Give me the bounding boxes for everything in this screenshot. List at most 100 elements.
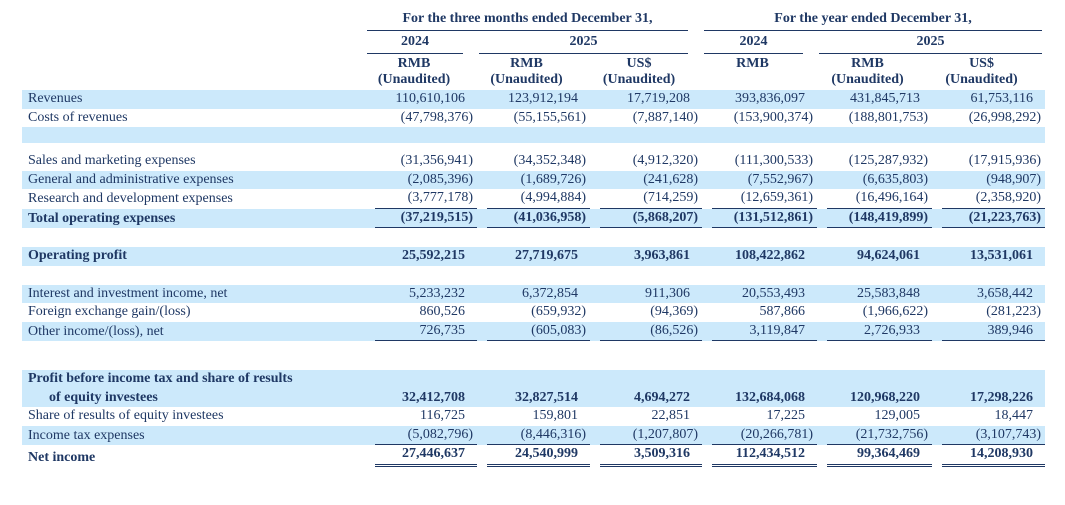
value-cell: 120,968,220 <box>817 389 932 408</box>
cell-value: 393,836,097 <box>735 91 806 106</box>
value-cell: (21,223,763) <box>932 209 1046 228</box>
row-label: Operating profit <box>28 248 127 263</box>
cell-value: 116,725 <box>420 408 465 423</box>
year-header-3mo-2024: 2024 <box>365 31 477 54</box>
cell-value: 20,553,493 <box>742 285 806 301</box>
value-cell: 2,726,933 <box>817 322 933 341</box>
row-label: Costs of revenues <box>28 109 128 125</box>
cell-value: (94,369) <box>650 304 699 319</box>
value-cell: (281,223) <box>932 303 1045 322</box>
row-label: Interest and investment income, net <box>28 285 228 301</box>
cell-value: 6,372,854 <box>522 285 578 301</box>
cell-value: (714,259) <box>600 189 703 209</box>
value-cell: 25,592,215 <box>365 247 477 266</box>
cell-value: (153,900,374) <box>733 109 814 125</box>
value-cell: 132,684,068 <box>702 389 817 408</box>
column-group-title: For the year ended December 31, <box>704 9 1043 31</box>
cell-value: 25,592,215 <box>402 248 465 263</box>
table-row: Net income 27,446,637 24,540,999 3,509,316 1… <box>22 445 1046 468</box>
value-cell: 3,658,442 <box>932 285 1045 304</box>
value-cell: 25,583,848 <box>817 285 932 304</box>
value-cell: 393,836,097 <box>702 90 817 109</box>
unaudited-note: (Unaudited) <box>490 72 563 87</box>
column-group-row: For the three months ended December 31, … <box>22 6 1045 31</box>
row-label: Income tax expenses <box>28 427 145 443</box>
value-cell: (17,915,936) <box>932 152 1045 171</box>
value-cell: (16,496,164) <box>817 189 933 209</box>
cell-value <box>600 370 702 389</box>
cell-value: (17,915,936) <box>968 153 1042 168</box>
cell-value: (31,356,941) <box>400 153 473 168</box>
value-cell: 6,372,854 <box>477 285 590 304</box>
value-cell: 20,553,493 <box>702 285 817 304</box>
cell-value: (948,907) <box>986 171 1042 187</box>
currency-label: US$ <box>969 56 994 71</box>
value-cell: 159,801 <box>477 407 590 426</box>
value-cell: (1,966,622) <box>817 303 932 322</box>
value-cell: 108,422,862 <box>702 247 817 266</box>
cell-value: 112,434,512 <box>712 445 818 467</box>
value-cell: (3,777,178) <box>365 189 477 209</box>
value-cell: 94,624,061 <box>817 247 932 266</box>
spacer-cell <box>22 341 1045 370</box>
year-label: 2025 <box>479 33 689 54</box>
value-cell: (12,659,361) <box>702 189 818 209</box>
value-cell: 17,719,208 <box>590 90 702 109</box>
cell-value: (8,446,316) <box>487 426 590 445</box>
cell-value <box>942 370 1045 389</box>
table-body: Revenues 110,610,106 123,912,194 17,719,208… <box>22 90 1046 468</box>
value-cell: 860,526 <box>365 303 477 322</box>
cell-value: (5,868,207) <box>600 209 703 228</box>
value-cell: (7,552,967) <box>702 171 817 190</box>
cell-value: 431,845,713 <box>850 91 921 106</box>
unaudited-note: (Unaudited) <box>377 72 451 87</box>
cell-value: 27,719,675 <box>515 248 578 263</box>
value-cell: 4,694,272 <box>590 389 702 408</box>
spacer-row <box>22 228 1045 247</box>
value-cell: (2,085,396) <box>365 171 477 190</box>
table-row: Income tax expenses (5,082,796) (8,446,316… <box>22 425 1046 445</box>
cell-value: 24,540,999 <box>487 445 590 467</box>
cell-value: (5,082,796) <box>375 426 477 445</box>
cell-value <box>712 370 817 389</box>
cell-value: (148,419,899) <box>827 209 933 228</box>
currency-header-row: RMB RMB US$ RMB RMB US$ <box>22 54 1045 72</box>
cell-value: 25,583,848 <box>857 285 921 301</box>
value-cell: (26,998,292) <box>932 109 1045 128</box>
cell-value: (12,659,361) <box>712 189 818 209</box>
cell-value: (7,552,967) <box>747 171 814 187</box>
value-cell: 27,719,675 <box>477 247 590 266</box>
label-column-spacer <box>22 31 365 54</box>
value-cell: (3,107,743) <box>932 426 1046 445</box>
cell-value: (21,223,763) <box>942 209 1046 228</box>
table-row: General and administrative expenses (2,08… <box>22 170 1046 190</box>
cell-value: (281,223) <box>986 304 1042 319</box>
cell-value: 18,447 <box>994 408 1034 423</box>
cell-value: (4,994,884) <box>487 189 590 209</box>
cell-value: 2,726,933 <box>827 322 933 341</box>
column-group-full-year: For the year ended December 31, <box>702 6 1045 31</box>
cell-value: 860,526 <box>419 304 466 319</box>
cell-value: 911,306 <box>645 285 691 301</box>
column-group-three-months: For the three months ended December 31, <box>365 6 702 31</box>
value-cell <box>817 370 932 389</box>
value-cell: 112,434,512 <box>702 445 818 468</box>
column-group-title: For the three months ended December 31, <box>367 9 689 31</box>
currency-label: RMB <box>397 56 431 71</box>
spacer-row <box>22 143 1045 152</box>
cell-value: 32,412,708 <box>402 389 465 405</box>
cell-value: 3,119,847 <box>712 322 818 341</box>
cell-value: (125,287,932) <box>848 153 929 168</box>
value-cell: (7,887,140) <box>590 109 702 128</box>
cell-value: 17,719,208 <box>627 91 691 106</box>
value-cell: 32,412,708 <box>365 389 477 408</box>
cell-value: (26,998,292) <box>968 109 1042 125</box>
value-cell: (605,083) <box>477 322 590 341</box>
cell-value: 108,422,862 <box>735 248 806 263</box>
value-cell <box>477 370 590 389</box>
cell-value: (7,887,140) <box>632 109 699 125</box>
spacer-row <box>22 266 1045 285</box>
cell-value: (47,798,376) <box>400 109 473 125</box>
value-cell: (55,155,561) <box>477 109 590 128</box>
cell-value: (1,689,726) <box>520 171 586 187</box>
